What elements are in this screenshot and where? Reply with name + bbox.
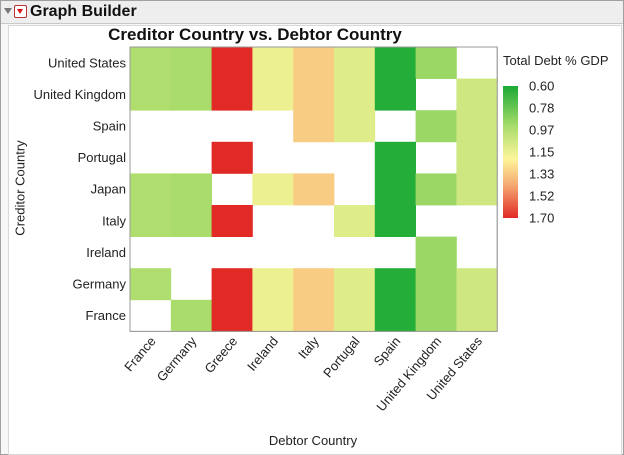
heatmap-cell[interactable] (415, 47, 457, 79)
heatmap-cell[interactable] (456, 78, 498, 111)
heatmap-cell[interactable] (252, 78, 294, 111)
legend-tick-label: 1.52 (529, 188, 555, 204)
heatmap-cell[interactable] (293, 78, 335, 111)
heatmap-cell[interactable] (374, 268, 416, 301)
window-title: Graph Builder (30, 3, 137, 20)
heatmap-cell[interactable] (415, 268, 457, 301)
heatmap-cell[interactable] (130, 173, 172, 206)
x-tick-label: Ireland (244, 334, 281, 374)
heatmap-cell[interactable] (293, 299, 335, 332)
heatmap-cell[interactable] (415, 110, 457, 143)
x-tick-label: Italy (295, 333, 322, 361)
heatmap-cell[interactable] (211, 268, 253, 301)
heatmap-cell[interactable] (334, 110, 376, 143)
legend-tick-label: 1.33 (529, 166, 555, 182)
x-tick-label: Germany (154, 333, 200, 384)
heatmap-cell[interactable] (170, 299, 212, 332)
heatmap-cell[interactable] (252, 173, 294, 206)
y-tick-label: Spain (93, 119, 126, 134)
x-tick-label: Spain (371, 334, 404, 369)
heatmap-cell[interactable] (293, 110, 335, 143)
legend-tick-label: 1.70 (529, 210, 555, 226)
x-tick-label: Portugal (320, 334, 363, 381)
heatmap-cell[interactable] (252, 299, 294, 332)
heatmap-cell[interactable] (130, 78, 172, 111)
heatmap-cell[interactable] (456, 110, 498, 143)
y-tick-label: Portugal (78, 150, 127, 165)
legend-tick-label: 1.15 (529, 144, 555, 160)
heatmap-cell[interactable] (293, 173, 335, 206)
heatmap-cell[interactable] (211, 141, 253, 174)
heatmap-cell[interactable] (456, 173, 498, 206)
heatmap-cell[interactable] (293, 47, 335, 79)
y-tick-label: Germany (73, 277, 127, 292)
heatmap-cell[interactable] (415, 173, 457, 206)
legend-tick-label: 0.97 (529, 122, 555, 138)
heatmap-cell[interactable] (374, 47, 416, 79)
heatmap-cell[interactable] (130, 205, 172, 237)
heatmap-cell[interactable] (252, 47, 294, 79)
heatmap-cell[interactable] (334, 47, 376, 79)
legend-color-bar (503, 86, 518, 218)
heatmap-cell[interactable] (130, 47, 172, 79)
heatmap-cell[interactable] (211, 299, 253, 332)
x-tick-label: France (121, 334, 159, 375)
heatmap-cell[interactable] (334, 205, 376, 237)
y-tick-label: United States (48, 55, 127, 70)
legend-tick-label: 0.78 (529, 100, 555, 116)
heatmap-cell[interactable] (170, 47, 212, 79)
chart-title: Creditor Country vs. Debtor Country (108, 25, 402, 44)
heatmap-cell[interactable] (456, 268, 498, 301)
x-tick-label: Greece (201, 334, 240, 376)
heatmap-cell[interactable] (456, 141, 498, 174)
heatmap-cell[interactable] (170, 78, 212, 111)
y-tick-label: Japan (91, 182, 126, 197)
heatmap-cell[interactable] (130, 268, 172, 301)
heatmap-cell[interactable] (374, 299, 416, 332)
heatmap-cell[interactable] (456, 299, 498, 332)
heatmap-cell[interactable] (415, 236, 457, 269)
heatmap-cell[interactable] (334, 299, 376, 332)
collapse-triangle-icon[interactable] (4, 8, 12, 14)
heatmap-cell[interactable] (374, 205, 416, 237)
plot-border (129, 46, 498, 332)
y-tick-label: Italy (102, 213, 126, 228)
heatmap-cell[interactable] (211, 78, 253, 111)
y-tick-label: France (86, 308, 126, 323)
heatmap-cell[interactable] (374, 173, 416, 206)
heatmap-cell[interactable] (334, 78, 376, 111)
heatmap-cell[interactable] (211, 47, 253, 79)
heatmap-cell[interactable] (374, 141, 416, 174)
legend-title: Total Debt % GDP (503, 53, 609, 68)
heatmap-cell[interactable] (293, 268, 335, 301)
heatmap-cell[interactable] (374, 78, 416, 111)
heatmap-cell[interactable] (170, 173, 212, 206)
graph-builder-header: Graph Builder (1, 1, 623, 24)
y-tick-label: United Kingdom (34, 87, 127, 102)
legend-tick-label: 0.60 (529, 78, 555, 94)
heatmap-cell[interactable] (334, 268, 376, 301)
red-triangle-menu-icon[interactable] (14, 5, 27, 18)
heatmap-cell[interactable] (415, 299, 457, 332)
x-axis-label: Debtor Country (268, 433, 358, 448)
heatmap-cell[interactable] (170, 205, 212, 237)
y-tick-label: Ireland (86, 245, 126, 260)
heatmap-cell[interactable] (252, 268, 294, 301)
heatmap-cell[interactable] (211, 205, 253, 237)
